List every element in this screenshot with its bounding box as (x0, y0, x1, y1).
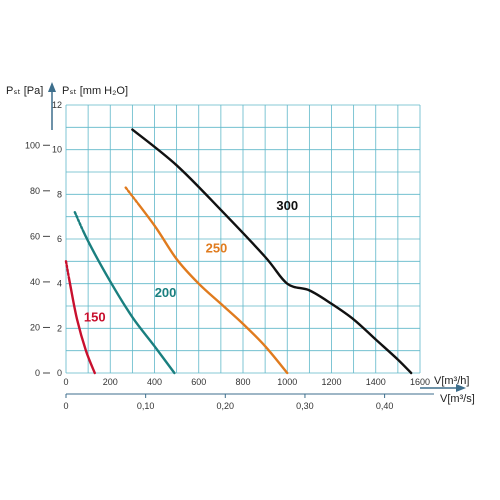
y-axis-arrow-head (48, 82, 56, 92)
series-250-line (124, 186, 289, 375)
x-axis-arrow-head (456, 384, 466, 392)
y-tick-mm: 2 (57, 323, 62, 333)
y-tick-mm: 10 (52, 145, 62, 155)
x-tick-m3h: 1200 (321, 377, 341, 387)
y-tick-mm: 8 (57, 189, 62, 199)
x-tick-m3h: 800 (235, 377, 250, 387)
y-axis-label-pa: Pₛₜ [Pa] (6, 85, 43, 97)
x-tick-m3s: 0,40 (376, 401, 394, 411)
x-tick-m3h: 200 (103, 377, 118, 387)
y-tick-pa: 80 (30, 186, 40, 196)
y-tick-pa: 100 (25, 140, 40, 150)
series-250-label: 250 (206, 240, 228, 255)
x-tick-m3h: 1000 (277, 377, 297, 387)
x-axis-label-m3s: V[m³/s] (440, 393, 475, 405)
y-tick-pa: 0 (35, 368, 40, 378)
y-tick-pa: 60 (30, 231, 40, 241)
x-tick-m3h: 400 (147, 377, 162, 387)
x-tick-m3s: 0,30 (296, 401, 314, 411)
series-200-line (73, 211, 176, 375)
grid (65, 104, 421, 374)
series-300-label: 300 (276, 198, 298, 213)
axes (48, 82, 466, 395)
y-tick-pa: 20 (30, 322, 40, 332)
y-tick-mm: 4 (57, 279, 62, 289)
series-150-line (64, 260, 96, 375)
y-tick-mm: 12 (52, 100, 62, 110)
x-tick-m3s: 0 (63, 401, 68, 411)
x-tick-m3h: 600 (191, 377, 206, 387)
series-labels: 150 200 250 300 (84, 198, 298, 325)
x-tick-m3h: 1400 (366, 377, 386, 387)
series-150-label: 150 (84, 310, 106, 325)
x-tick-m3h: 0 (63, 377, 68, 387)
y-tick-pa: 40 (30, 277, 40, 287)
y-axis-label-mm: Pₛₜ [mm H₂O] (62, 85, 128, 97)
series (64, 128, 413, 375)
y-tick-mm: 6 (57, 234, 62, 244)
x-tick-m3s: 0,10 (137, 401, 155, 411)
x-tick-m3s: 0,20 (217, 401, 235, 411)
series-300-line (131, 128, 413, 375)
x-tick-m3h: 1600 (410, 377, 430, 387)
x-axis-label-m3h: V[m³/h] (434, 375, 469, 387)
y-tick-mm: 0 (57, 368, 62, 378)
series-200-label: 200 (155, 285, 177, 300)
